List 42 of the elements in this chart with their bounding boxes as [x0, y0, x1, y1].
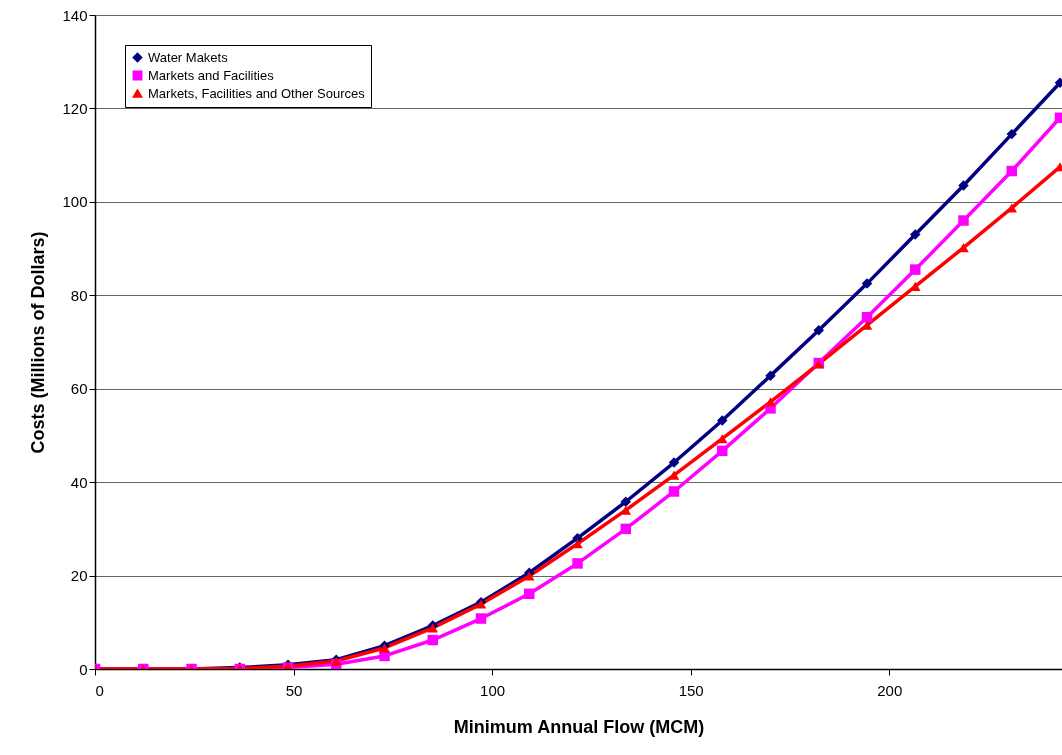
y-tick-label: 40 [70, 473, 88, 491]
point [861, 278, 873, 289]
point [620, 523, 631, 535]
point [1006, 165, 1018, 177]
y-tick-label: 20 [70, 567, 88, 585]
point [524, 571, 535, 581]
x-tick-label: 50 [285, 681, 303, 699]
point [717, 434, 728, 444]
point [958, 180, 969, 191]
point [427, 634, 438, 646]
point [717, 445, 728, 457]
legend-label: Water Makets [148, 49, 229, 65]
point [765, 397, 776, 407]
x-tick-label: 0 [95, 681, 104, 699]
point [620, 496, 631, 508]
x-tick-label: 200 [877, 681, 903, 699]
point [475, 613, 487, 624]
point [524, 588, 535, 600]
point [1006, 128, 1018, 140]
point [668, 486, 680, 497]
point [668, 457, 680, 468]
y-tick-label: 60 [70, 380, 88, 398]
x-axis-title: Minimum Annual Flow (MCM) [453, 716, 705, 737]
legend-label: Markets and Facilities [148, 67, 275, 83]
y-tick-label: 140 [62, 6, 88, 24]
point [813, 325, 824, 336]
point [910, 229, 921, 240]
point [958, 215, 969, 226]
point [717, 415, 728, 426]
point [910, 264, 921, 275]
point [572, 539, 583, 549]
x-tick-label: 150 [678, 681, 704, 699]
y-tick-label: 100 [62, 193, 88, 211]
y-axis-title: Costs (Millions of Dollars) [28, 231, 49, 454]
y-tick-label: 120 [62, 99, 88, 117]
x-tick-label: 100 [480, 681, 506, 699]
y-tick-label: 0 [79, 660, 88, 678]
point [765, 370, 776, 381]
y-tick-label: 80 [70, 286, 88, 304]
point [572, 558, 583, 569]
point [861, 312, 873, 323]
legend-label: Markets, Facilities and Other Sources [148, 85, 366, 101]
